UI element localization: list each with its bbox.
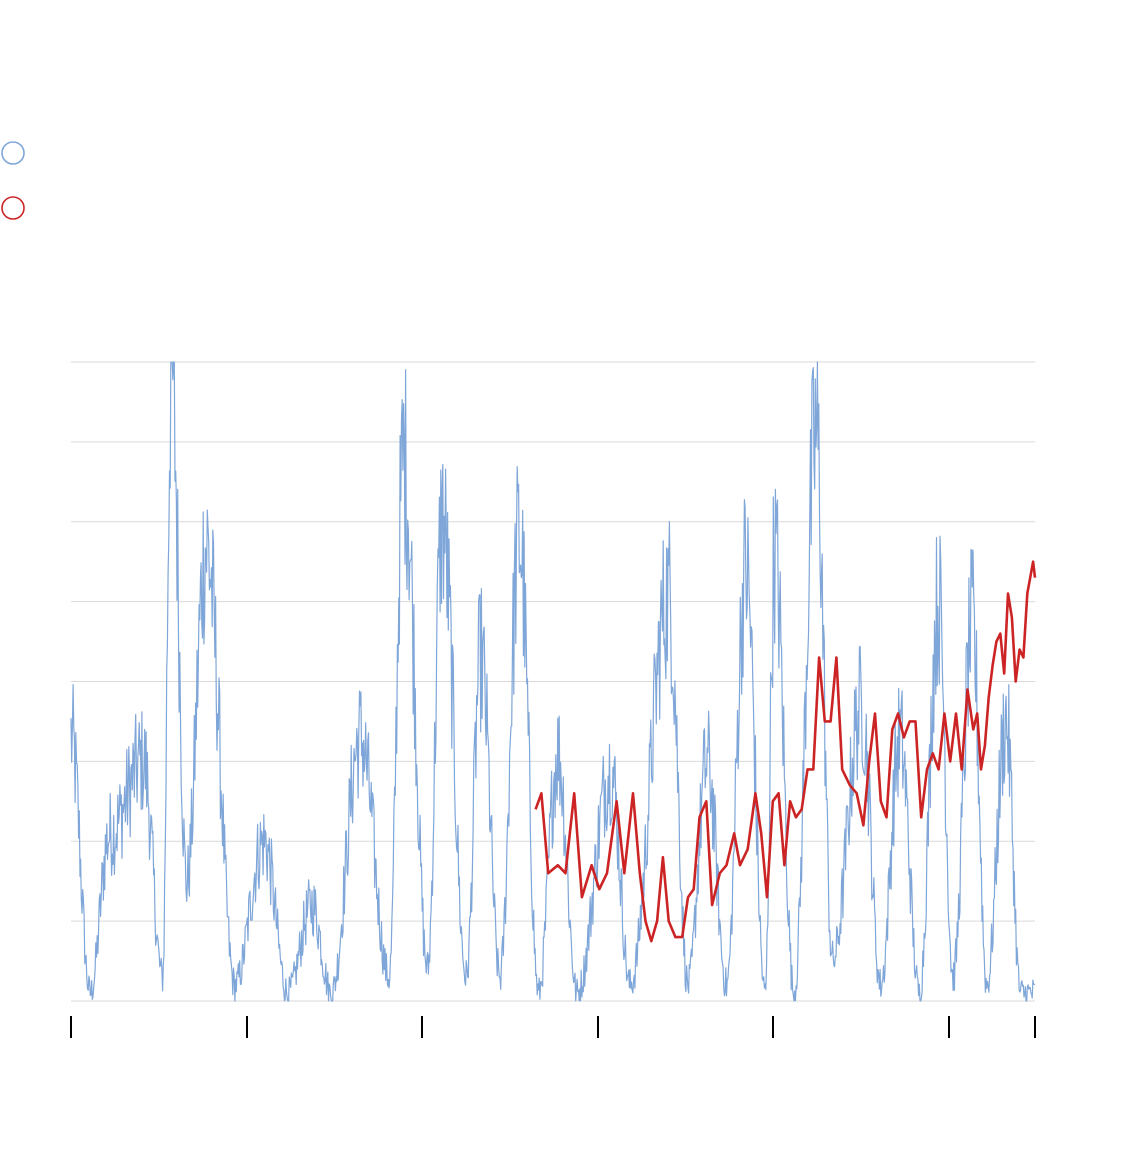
gridlines [71,361,1035,1002]
series-line-red [534,560,1037,943]
series-red [534,560,1037,943]
legend-marker-red[interactable] [1,196,25,220]
legend-marker-blue[interactable] [1,141,25,165]
series-blue [70,361,1036,1002]
legend [1,141,25,220]
x-axis-ticks [70,1016,1036,1038]
series-line-blue [70,361,1036,1002]
